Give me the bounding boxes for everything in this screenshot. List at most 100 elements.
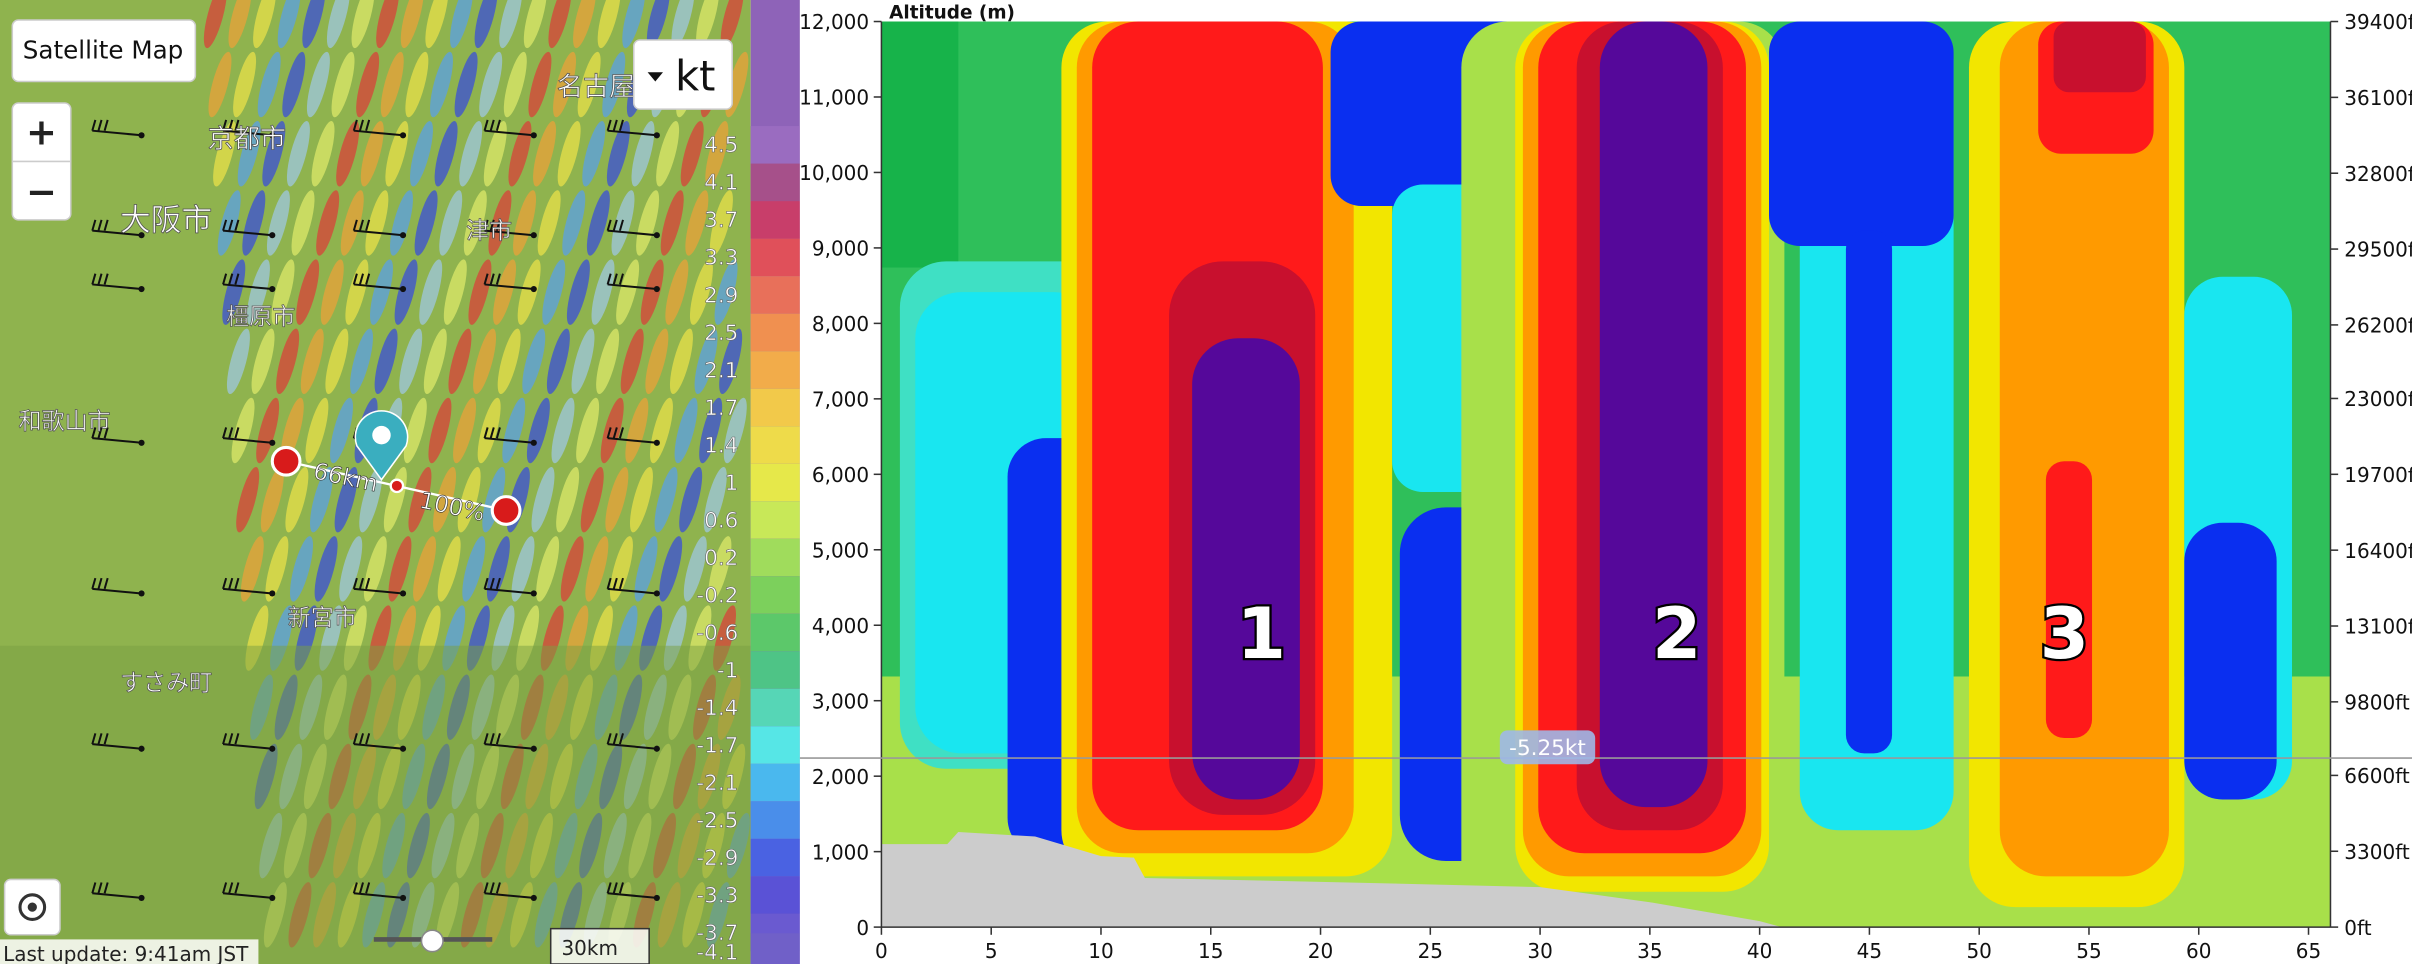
barb-flag [489, 577, 495, 590]
barb-flag [612, 273, 618, 285]
wind-cell [473, 328, 497, 395]
wind-cell [542, 259, 566, 325]
barb-flag [606, 882, 612, 894]
wind-cell [654, 466, 678, 533]
wind-cell [660, 190, 684, 256]
wind-cell [370, 259, 393, 325]
barb-flag [352, 119, 358, 131]
wind-cell [423, 328, 447, 395]
x-tick-label: 25 [1418, 939, 1443, 963]
legend-label: 0.6 [704, 508, 738, 533]
wind-cell [246, 259, 270, 325]
wind-cell [208, 51, 232, 118]
wind-cell [723, 397, 747, 464]
legend-label: -1 [717, 658, 738, 683]
y-tick-label: 0 [856, 916, 869, 940]
barb-shaft [607, 587, 657, 595]
wind-cell [536, 536, 560, 602]
peak-annotation: 2 [1652, 592, 1701, 675]
barb-flag [358, 273, 364, 285]
y-tick-label: 3,000 [812, 689, 869, 713]
wind-cell [557, 121, 581, 187]
y-tick-label: 6,000 [812, 463, 869, 487]
unit-button[interactable] [632, 39, 733, 110]
legend-label: -0.2 [696, 583, 738, 608]
wind-cell [606, 121, 630, 187]
barb-flag [365, 733, 371, 745]
barb-dot [399, 894, 407, 901]
legend-label: 2.1 [704, 358, 738, 383]
barb-flag [483, 273, 489, 285]
wind-cell [359, 466, 383, 533]
legend-label: -3.3 [696, 884, 738, 909]
wind-cell [213, 121, 237, 187]
wind-cell [419, 259, 443, 325]
wind-cell [482, 466, 506, 533]
wind-cell [240, 536, 264, 602]
wind-cell [350, 328, 373, 395]
pin-dot [372, 425, 391, 445]
barb-shaft [222, 587, 273, 595]
wind-cell [374, 328, 398, 395]
barb-flag [483, 577, 489, 590]
legend-swatch [750, 763, 800, 802]
barb-dot [653, 590, 660, 597]
wind-cell [699, 397, 723, 464]
wind-cell [453, 397, 477, 464]
wind-cell [217, 190, 241, 256]
barb-shaft [222, 437, 273, 444]
barb-flag [234, 219, 240, 231]
legend-swatch [750, 576, 800, 614]
barb-dot [138, 745, 145, 752]
wind-cell [314, 536, 338, 602]
x-tick-label: 5 [985, 939, 998, 963]
wind-cell [719, 328, 743, 395]
city-label: 橿原市 [226, 304, 295, 330]
wind-cell [640, 259, 664, 325]
barb-flag [222, 219, 228, 231]
wind-cell [479, 51, 503, 118]
barb-flag [606, 219, 612, 231]
wind-cell [533, 121, 557, 187]
wind-cell [222, 259, 246, 325]
wind-cell [474, 0, 498, 49]
wind-cell [300, 328, 324, 395]
time-slider-thumb[interactable] [420, 929, 444, 953]
barb-flag [352, 219, 358, 231]
zoom-out[interactable]: − [26, 170, 57, 213]
wind-cell [531, 466, 555, 533]
legend-swatch [750, 876, 800, 914]
wind-cell [331, 51, 355, 118]
barb-flag [103, 273, 109, 285]
legend-label: 1.4 [704, 433, 738, 458]
barb-shaft [353, 892, 404, 899]
wind-cell [665, 259, 689, 325]
scale-bar-label: 30km [561, 936, 617, 960]
legend-swatch [750, 313, 800, 352]
legend-swatch [750, 651, 800, 689]
wind-cell [503, 51, 527, 118]
legend-swatch [750, 688, 800, 727]
barb-flag [606, 273, 612, 285]
barb-shaft [607, 892, 657, 899]
barb-flag [483, 733, 489, 745]
barb-flag [228, 733, 234, 745]
wind-cell [548, 0, 572, 49]
barb-dot [138, 232, 145, 239]
route-start[interactable] [270, 445, 302, 477]
legend-swatch [750, 238, 800, 277]
location-pin[interactable] [354, 410, 409, 482]
barb-flag [612, 119, 618, 131]
barb-dot [530, 285, 537, 293]
barb-flag [103, 119, 109, 131]
zoom-in[interactable]: + [26, 111, 57, 154]
wind-cell [517, 259, 541, 325]
contour-band [1192, 338, 1300, 800]
wind-cell [462, 536, 486, 602]
y2-tick-label: 3300ft [2344, 840, 2410, 864]
route-end[interactable] [490, 495, 522, 526]
barb-flag [612, 427, 618, 439]
satellite-button[interactable] [11, 19, 197, 83]
barb-flag [222, 273, 228, 285]
barb-dot [269, 590, 276, 597]
